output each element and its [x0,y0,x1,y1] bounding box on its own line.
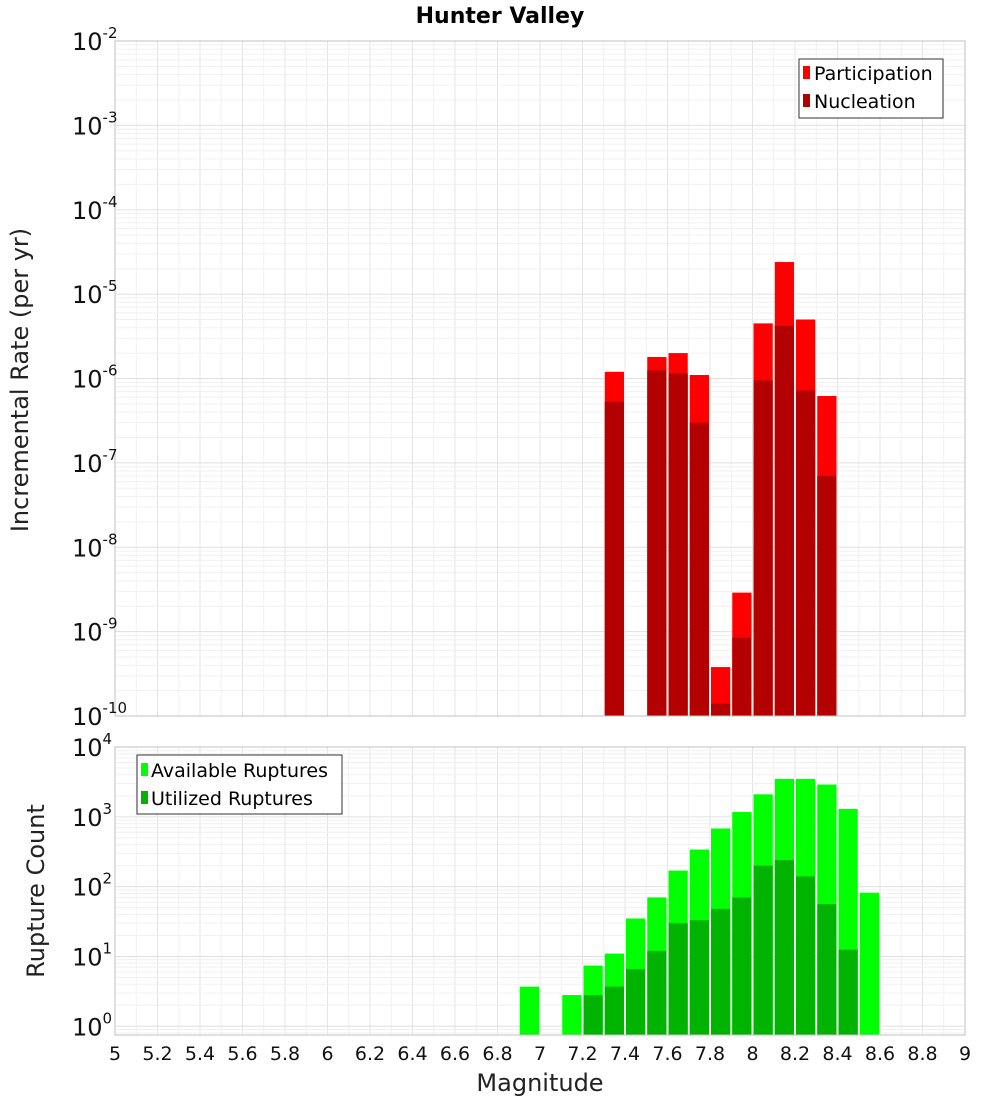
x-tick-label: 6.2 [355,1043,385,1065]
utilized-bar [604,986,624,1035]
rate-y-tick-label: 10-4 [72,193,118,225]
x-tick-label: 9 [959,1043,971,1065]
x-tick-label: 5.8 [270,1043,300,1065]
utilized-bar [668,923,688,1035]
utilized-bar [732,897,752,1035]
rate-y-tick-label: 10-9 [72,615,118,647]
utilized-bar [711,908,731,1035]
utilized-bar [838,949,858,1035]
x-tick-label: 7.6 [652,1043,682,1065]
x-tick-label: 8.6 [865,1043,895,1065]
x-axis-ticks: 5 5.2 5.4 5.6 5.8 6 6.2 6.4 6.6 6.8 7 7.2 7.4 7.6 7.8 8… [109,1043,971,1065]
utilized-swatch [141,791,148,804]
rate-bars [604,262,837,716]
x-tick-label: 8.8 [907,1043,937,1065]
legend-utilized: Utilized Ruptures [151,788,313,810]
nucleation-bar [604,401,624,716]
legend-available: Available Ruptures [151,760,328,782]
nucleation-bar [817,475,837,716]
nucleation-bar [711,703,731,716]
nucleation-bar [753,380,773,716]
count-y-tick-label: 104 [72,730,112,762]
rate-y-tick-label: 10-6 [72,362,118,394]
rate-panel: 10-2 10-3 10-4 10-5 10-6 10-7 10-8 10-9 10-10 In… [6,24,966,731]
nucleation-bar [732,637,752,716]
rate-legend: Participation Nucleation [798,58,944,119]
nucleation-bar [647,370,667,716]
nucleation-swatch [803,94,810,107]
legend-nucleation: Nucleation [814,91,916,113]
rate-y-tick-label: 10-3 [72,108,118,140]
x-tick-label: 5.4 [185,1043,215,1065]
nucleation-bar [774,325,794,716]
x-tick-label: 6 [321,1043,333,1065]
x-tick-label: 6.8 [482,1043,512,1065]
utilized-bar [817,904,837,1035]
rate-y-axis-label: Incremental Rate (per yr) [6,228,34,532]
x-tick-label: 5 [109,1043,121,1065]
nucleation-bar [668,373,688,716]
rate-y-tick-label: 10-10 [72,699,127,731]
available-bar [859,892,879,1035]
x-tick-label: 8.2 [780,1043,810,1065]
utilized-bar [583,995,603,1035]
available-bar [519,986,539,1035]
x-tick-label: 5.6 [227,1043,257,1065]
chart-title: Hunter Valley [416,4,585,29]
rate-y-tick-label: 10-7 [72,446,118,478]
utilized-bar [753,865,773,1035]
x-axis-label: Magnitude [476,1069,603,1097]
count-legend-box [136,754,343,815]
nucleation-bar [689,422,709,716]
utilized-bar [626,969,646,1035]
count-y-tick-label: 100 [72,1009,112,1041]
available-swatch [141,763,148,776]
utilized-bar [796,876,816,1035]
x-tick-label: 7.2 [567,1043,597,1065]
legend-participation: Participation [814,63,933,85]
rate-y-tick-label: 10-2 [72,24,118,56]
count-y-tick-label: 101 [72,939,112,971]
x-tick-label: 7 [534,1043,546,1065]
rate-y-tick-label: 10-8 [72,530,118,562]
rate-grid [114,40,966,717]
x-tick-label: 6.4 [397,1043,427,1065]
x-tick-label: 8 [746,1043,758,1065]
x-tick-label: 8.4 [822,1043,852,1065]
x-tick-label: 6.6 [440,1043,470,1065]
rate-y-tick-label: 10-5 [72,277,118,309]
count-y-tick-label: 102 [72,870,112,902]
utilized-bar [774,860,794,1035]
count-y-ticks: 104 103 102 101 100 [72,730,112,1041]
participation-swatch [803,66,810,79]
rate-legend-box [798,58,944,119]
count-panel: 104 103 102 101 100 Rupture Count Available … [22,730,966,1041]
count-y-tick-label: 103 [72,800,112,832]
utilized-bar [647,950,667,1035]
x-tick-label: 7.8 [695,1043,725,1065]
rate-plot-frame [114,40,966,717]
count-bars [519,778,879,1035]
utilized-bar [689,920,709,1035]
count-legend: Available Ruptures Utilized Ruptures [136,754,343,815]
x-tick-label: 5.2 [142,1043,172,1065]
count-plot-frame [114,746,966,1036]
nucleation-bar [796,390,816,716]
count-y-axis-label: Rupture Count [22,804,50,978]
x-tick-label: 7.4 [610,1043,640,1065]
available-bar [562,995,582,1035]
